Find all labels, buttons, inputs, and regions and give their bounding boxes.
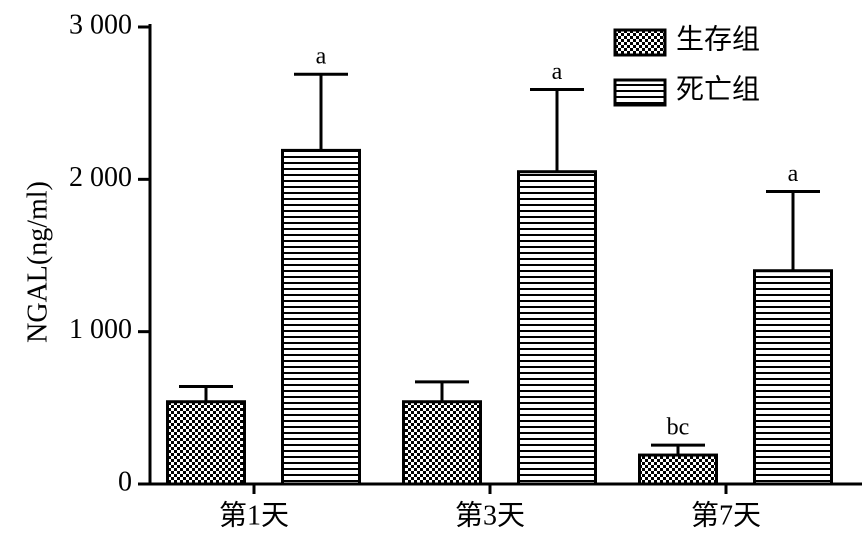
annotation: a [316,44,327,70]
bar [281,148,361,486]
x-tick-label: 第3天 [455,499,525,531]
legend-swatch [613,28,667,57]
legend-label: 生存组 [676,23,760,55]
y-tick-label: 1 000 [69,314,132,345]
annotation: a [788,161,799,187]
bar [517,170,597,486]
y-tick-label: 2 000 [69,162,132,193]
legend-label: 死亡组 [676,73,760,105]
annotation: bc [667,415,690,441]
annotation: a [552,59,563,85]
y-tick-label: 3 000 [69,9,132,40]
bar [402,400,482,486]
y-axis-label: NGAL(ng/ml) [22,181,53,343]
legend-swatch [613,78,667,107]
bar [753,269,833,486]
bar [638,453,718,486]
bar [166,400,246,486]
x-tick-label: 第7天 [691,499,761,531]
x-tick-label: 第1天 [219,499,289,531]
y-tick-label: 0 [118,466,132,497]
